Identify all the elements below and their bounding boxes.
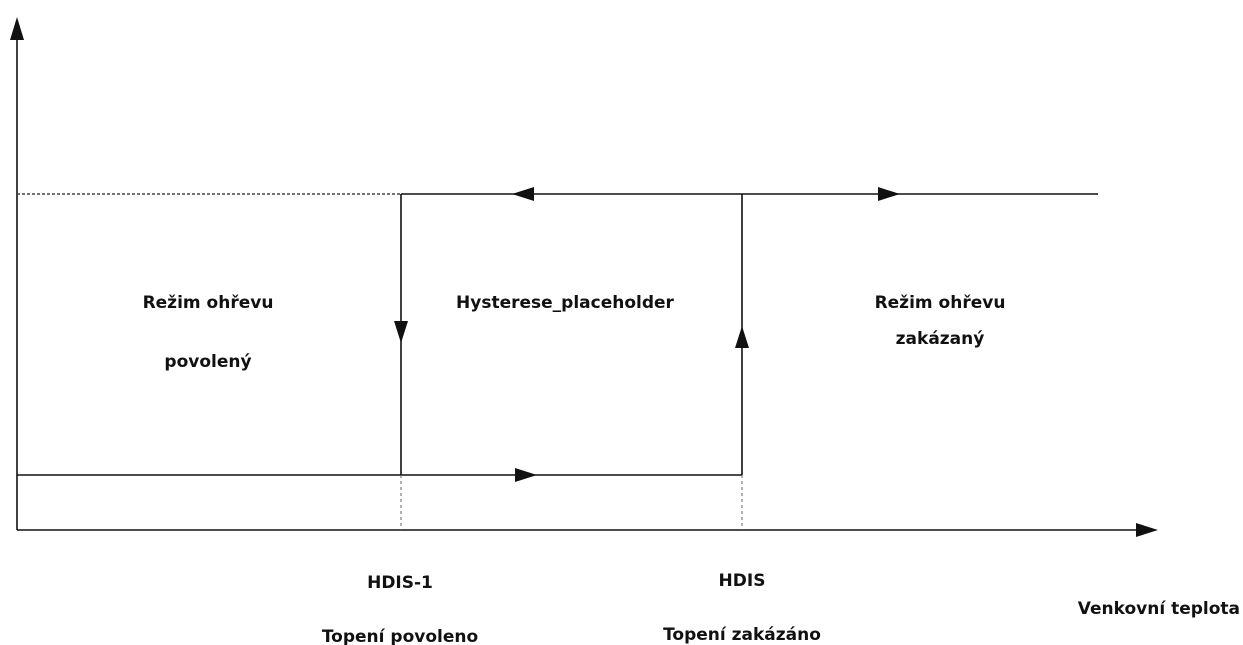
region-label: Hysterese_placeholder <box>456 293 675 313</box>
arrow-up <box>735 326 749 348</box>
region-label: Režim ohřevu <box>875 293 1006 313</box>
region-label: povolený <box>164 352 251 372</box>
arrow-right <box>878 187 900 201</box>
threshold-label: HDIS <box>719 571 766 591</box>
region-label: Režim ohřevu <box>143 293 274 313</box>
arrow-left <box>512 187 534 201</box>
region-label: zakázaný <box>896 329 985 349</box>
arrow-right <box>515 468 537 482</box>
threshold-label: HDIS-1 <box>367 573 433 593</box>
threshold-caption: Topení zakázáno <box>663 625 821 645</box>
y-axis-arrow <box>10 17 24 40</box>
arrow-down <box>394 321 408 343</box>
x-axis-label: Venkovní teplota <box>1078 599 1240 619</box>
threshold-caption: Topení povoleno <box>322 627 478 645</box>
x-axis-arrow <box>1136 523 1158 537</box>
